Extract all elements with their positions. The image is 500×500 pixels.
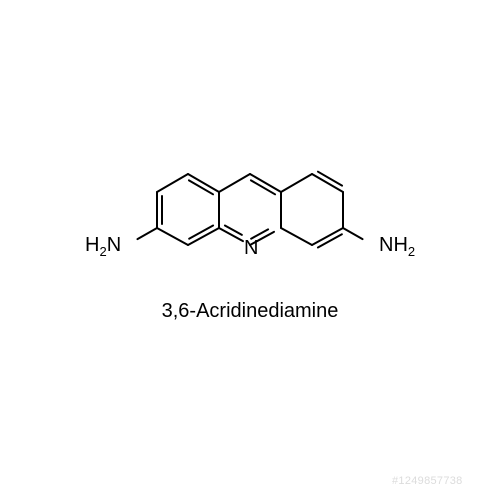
left-amine-label: H2N (85, 235, 121, 258)
center-nitrogen-label: N (244, 238, 258, 258)
stock-id-watermark: #1249857738 (392, 475, 463, 487)
chemical-structure-canvas: H2N N NH2 3,6-Acridinediamine #124985773… (0, 0, 500, 500)
right-amine-label: NH2 (379, 235, 415, 258)
compound-name-caption: 3,6-Acridinediamine (0, 300, 500, 323)
